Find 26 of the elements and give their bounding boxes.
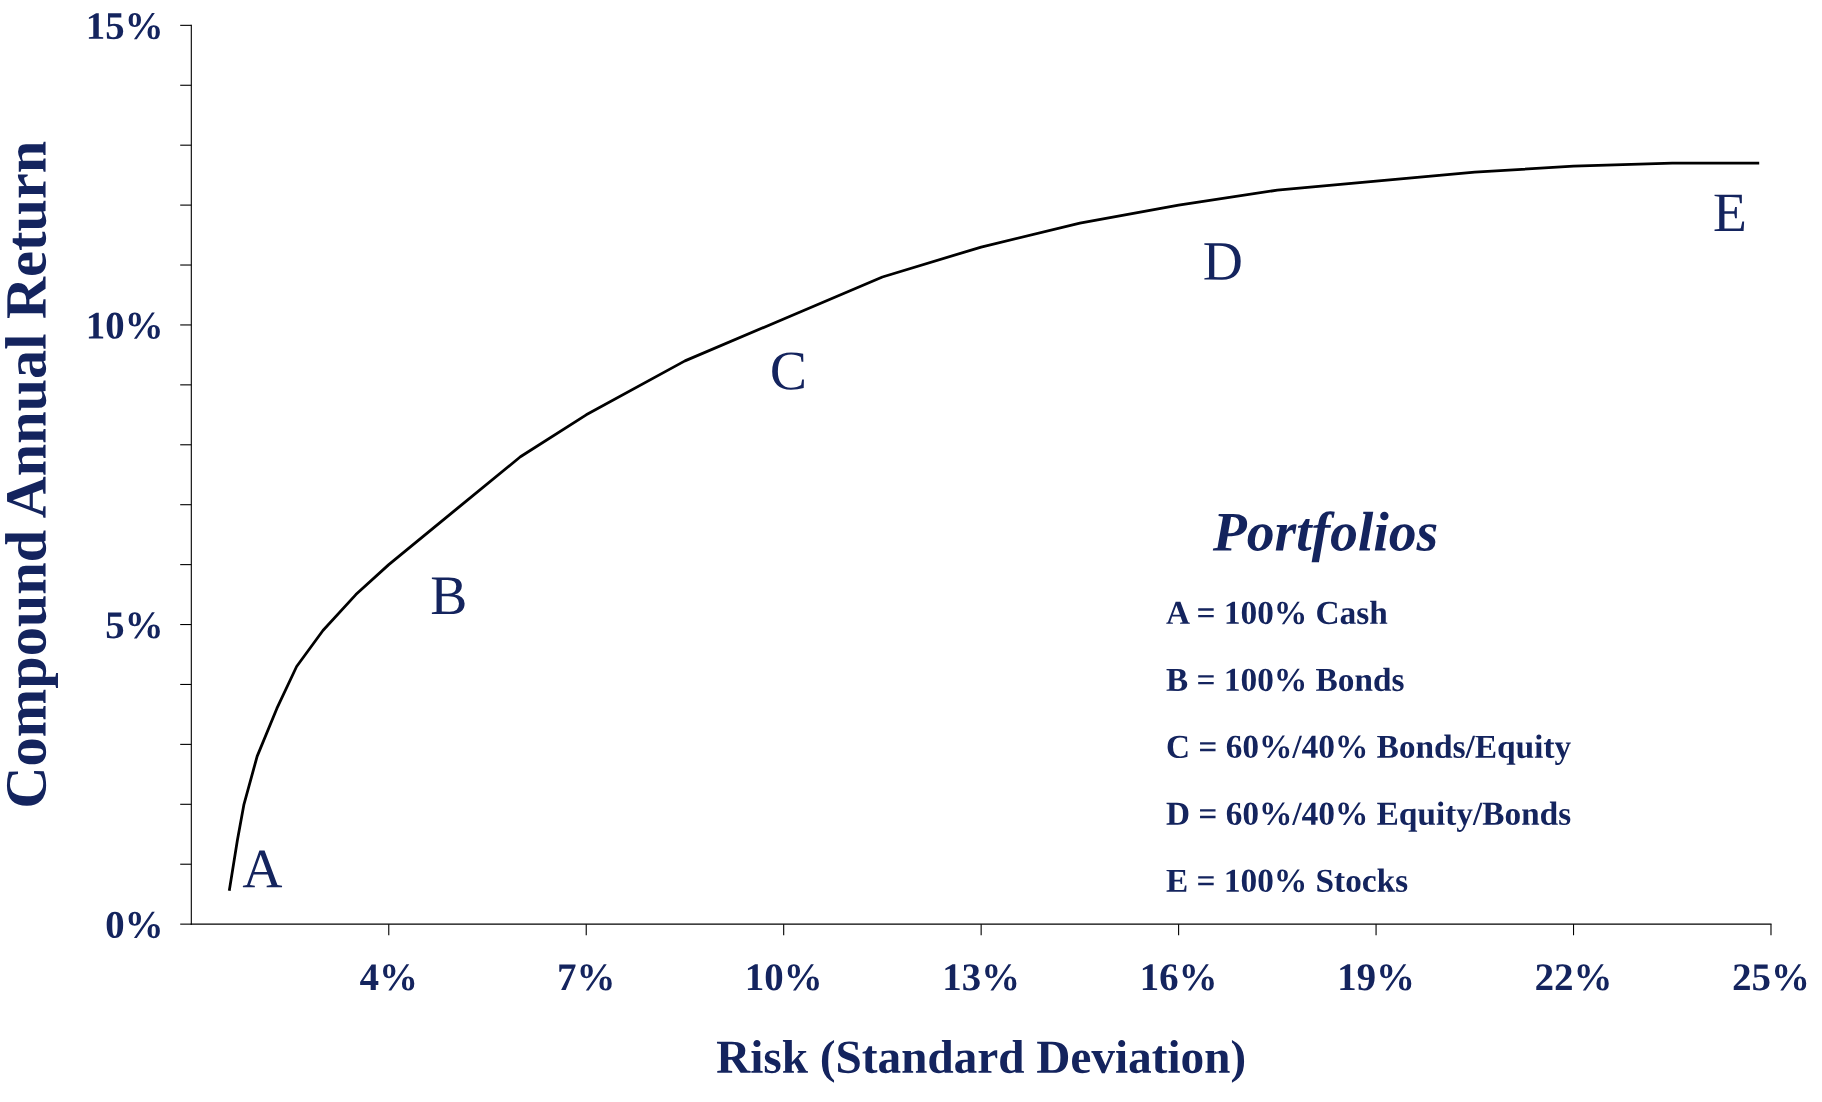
x-tick-label: 22% xyxy=(1536,964,1609,991)
x-tick-label: 19% xyxy=(1340,964,1412,991)
x-tick-label: 7% xyxy=(559,964,612,991)
y-tick-label: 15% xyxy=(88,12,160,40)
annotation: B xyxy=(431,577,465,615)
annotation: E xyxy=(1714,194,1745,232)
annotation: A = 100% Cash xyxy=(1166,600,1388,625)
x-tick-label: 4% xyxy=(360,964,415,991)
y-tick-label: 10% xyxy=(88,312,160,339)
x-tick-label: 16% xyxy=(1142,964,1214,991)
annotation: Portfolios xyxy=(1212,511,1437,563)
x-tick-label: 25% xyxy=(1733,964,1807,991)
annotation: E = 100% Stocks xyxy=(1166,868,1408,893)
annotation: B = 100% Bonds xyxy=(1166,667,1404,692)
y-axis-title: Compound Annual Return xyxy=(5,141,58,806)
annotation: C xyxy=(772,352,804,390)
x-axis-title: Risk (Standard Deviation) xyxy=(716,1039,1245,1083)
y-tick-label: 0% xyxy=(106,911,160,939)
x-tick-label: 10% xyxy=(747,964,819,991)
x-tick-label: 13% xyxy=(945,964,1017,991)
line-series xyxy=(228,161,1760,891)
annotation: D = 60%/40% Equity/Bonds xyxy=(1166,801,1571,832)
annotation: C = 60%/40% Bonds/Equity xyxy=(1167,734,1571,765)
annotation: A xyxy=(242,850,283,888)
y-tick-label: 5% xyxy=(106,612,160,639)
annotation: D xyxy=(1204,243,1241,280)
